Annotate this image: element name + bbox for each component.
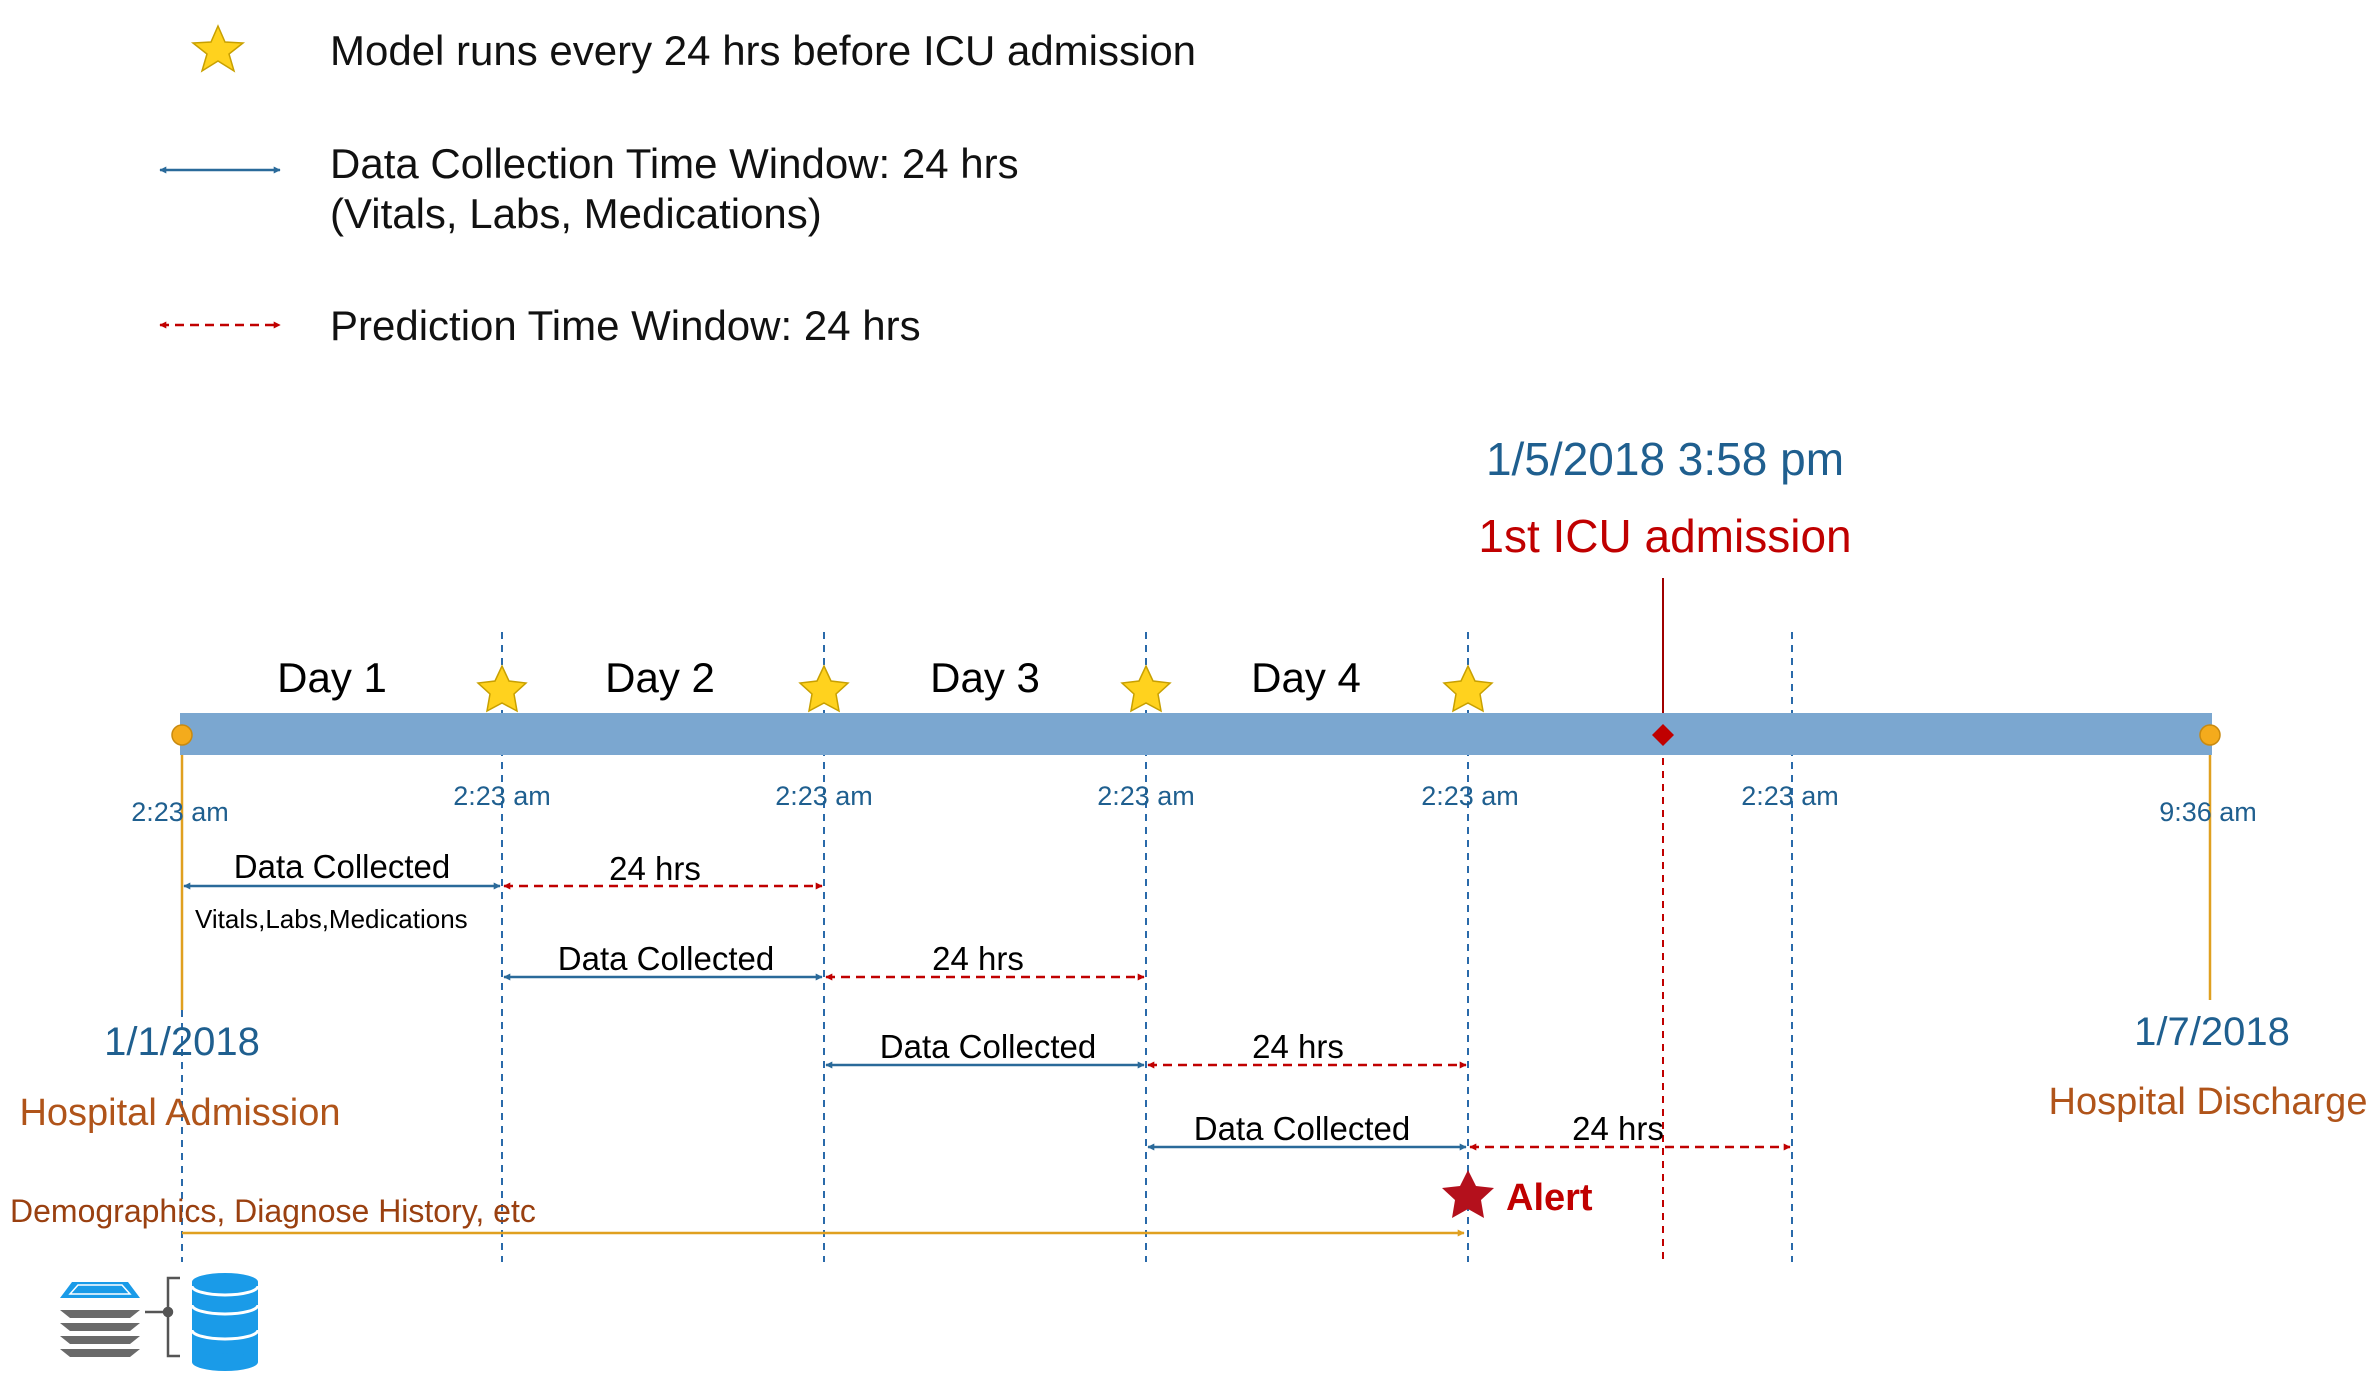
connector-bracket-icon	[145, 1276, 180, 1358]
time-label-5: 2:23 am	[1741, 781, 1839, 811]
day-label-4: Day 4	[1251, 654, 1361, 701]
model-run-stars	[476, 664, 1494, 713]
database-icon	[190, 1273, 260, 1371]
data-collected-label: Data Collected	[558, 940, 774, 977]
admission-label: Hospital Admission	[19, 1092, 340, 1134]
time-label-3: 2:23 am	[1097, 781, 1195, 811]
prediction-label: 24 hrs	[1252, 1028, 1344, 1065]
day-label-1: Day 1	[277, 654, 387, 701]
window-row-3: Data Collected 24 hrs	[825, 1028, 1467, 1069]
prediction-label: 24 hrs	[1572, 1110, 1664, 1147]
legend-data-window: Data Collection Time Window: 24 hrs	[330, 140, 1019, 187]
star-icon	[190, 24, 246, 73]
time-label-discharge: 9:36 am	[2159, 797, 2257, 827]
alert-label: Alert	[1506, 1177, 1593, 1219]
time-label-4: 2:23 am	[1421, 781, 1519, 811]
star-icon	[1120, 664, 1172, 713]
discharge-point	[2199, 724, 2221, 746]
timeline-bar	[180, 713, 2212, 755]
static-data-label: Demographics, Diagnose History, etc	[10, 1193, 536, 1229]
data-collected-sublabel: Vitals,Labs,Medications	[195, 904, 468, 934]
star-icon	[476, 664, 528, 713]
discharge-date: 1/7/2018	[2134, 1010, 2290, 1054]
prediction-label: 24 hrs	[609, 850, 701, 887]
icu-admission-marker	[1652, 724, 1674, 746]
alert-star-icon	[1442, 1170, 1494, 1218]
admission-date: 1/1/2018	[104, 1020, 260, 1064]
time-label-2: 2:23 am	[775, 781, 873, 811]
prediction-label: 24 hrs	[932, 940, 1024, 977]
day-label-3: Day 3	[930, 654, 1040, 701]
admission-point	[171, 724, 193, 746]
layer-stack-icon	[60, 1282, 140, 1357]
data-collected-label: Data Collected	[234, 848, 450, 885]
legend: Model runs every 24 hrs before ICU admis…	[159, 24, 1196, 349]
window-row-1: Data Collected Vitals,Labs,Medications 2…	[183, 848, 823, 934]
star-icon	[798, 664, 850, 713]
icu-datetime: 1/5/2018 3:58 pm	[1486, 433, 1844, 485]
time-labels: 2:23 am 2:23 am 2:23 am 2:23 am 2:23 am …	[131, 781, 2257, 827]
discharge-label: Hospital Discharge	[2049, 1081, 2368, 1123]
data-collected-label: Data Collected	[880, 1028, 1096, 1065]
legend-prediction-window: Prediction Time Window: 24 hrs	[330, 302, 921, 349]
legend-model-runs: Model runs every 24 hrs before ICU admis…	[330, 27, 1196, 74]
legend-data-window-detail: (Vitals, Labs, Medications)	[330, 190, 822, 237]
star-icon	[1442, 664, 1494, 713]
icu-admission-label: 1st ICU admission	[1478, 510, 1851, 562]
day-label-2: Day 2	[605, 654, 715, 701]
window-row-4: Data Collected 24 hrs	[1147, 1110, 1791, 1151]
window-row-2: Data Collected 24 hrs	[503, 940, 1145, 981]
data-collected-label: Data Collected	[1194, 1110, 1410, 1147]
time-label-1: 2:23 am	[453, 781, 551, 811]
time-label-admission: 2:23 am	[131, 797, 229, 827]
